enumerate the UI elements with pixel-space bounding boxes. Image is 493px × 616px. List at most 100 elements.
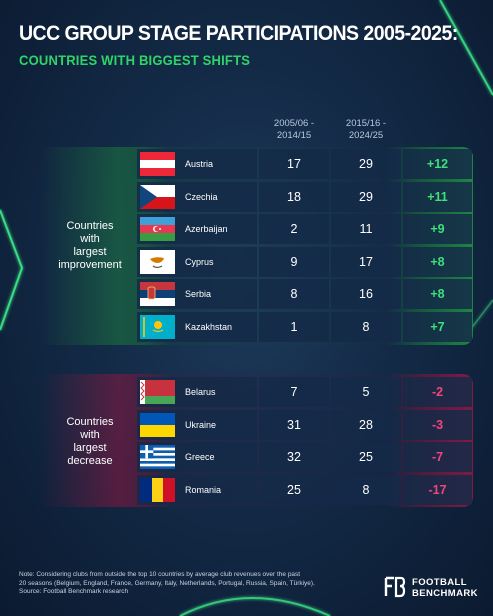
period-a-value: 9 — [290, 254, 298, 269]
period-b-value: 5 — [362, 385, 370, 399]
table-row: Romania 25 8 -17 — [137, 474, 472, 505]
kazakhstan-flag-icon — [140, 315, 175, 339]
group-label-line: with — [80, 233, 100, 245]
change-cell: -2 — [403, 377, 472, 407]
period-b-cell: 8 — [331, 474, 401, 505]
change-value: -7 — [431, 450, 444, 465]
period-b-cell: 28 — [331, 409, 401, 440]
period-a-cell: 17 — [259, 149, 329, 179]
chart-subtitle: COUNTRIES WITH BIGGEST SHIFTS — [19, 52, 251, 68]
country-cell: Romania — [137, 474, 257, 505]
column-header-period-a: 2005/06 - 2014/15 — [259, 118, 329, 142]
country-name: Greece — [185, 452, 215, 463]
country-name: Cyprus — [185, 256, 214, 267]
table-row: Greece 32 25 -7 — [137, 442, 472, 473]
country-cell: Czechia — [137, 181, 257, 212]
football-benchmark-logo-icon — [384, 576, 406, 598]
change-cell: +8 — [403, 279, 472, 310]
country-name: Azerbaijan — [185, 224, 228, 235]
period-b-cell: 16 — [331, 279, 401, 310]
period-b-value: 11 — [359, 222, 373, 237]
period-b-cell: 17 — [331, 246, 401, 277]
period-b-value: 16 — [359, 287, 373, 302]
group-label-line: Countries — [66, 220, 114, 232]
period-a-value: 18 — [287, 189, 301, 204]
brand-line: FOOTBALL — [412, 577, 467, 588]
czechia-flag-icon — [140, 184, 175, 209]
footnote: Note: Considering clubs from outside the… — [19, 571, 319, 597]
table-row: Cyprus 9 17 +8 — [137, 246, 472, 277]
change-value: +7 — [430, 320, 445, 334]
period-a-value: 8 — [290, 287, 298, 302]
table-row: Azerbaijan 2 11 +9 — [137, 214, 472, 245]
period-a-cell: 18 — [259, 181, 329, 212]
change-value: -17 — [428, 482, 447, 497]
column-header-line: 2015/16 - — [345, 118, 387, 129]
period-a-value: 17 — [287, 157, 301, 171]
change-value: -2 — [431, 385, 444, 399]
period-b-value: 8 — [362, 482, 370, 497]
column-header-line: 2014/15 — [276, 130, 312, 141]
serbia-flag-icon — [140, 282, 175, 307]
period-b-cell: 25 — [331, 442, 401, 473]
period-a-value: 1 — [290, 320, 298, 334]
decrease-group-label: Countries with largest decrease — [44, 416, 136, 468]
country-cell: Serbia — [137, 279, 257, 310]
period-a-cell: 31 — [259, 409, 329, 440]
period-a-cell: 8 — [259, 279, 329, 310]
period-a-cell: 32 — [259, 442, 329, 473]
period-a-cell: 9 — [259, 246, 329, 277]
period-b-value: 29 — [359, 157, 373, 171]
chart-title: UCC GROUP STAGE PARTICIPATIONS 2005-2025… — [19, 22, 458, 45]
country-name: Austria — [185, 159, 214, 169]
group-label-line: with — [80, 429, 100, 441]
period-b-cell: 8 — [331, 312, 401, 342]
footnote-line: 20 seasons (Belgium, England, France, Ge… — [19, 579, 315, 587]
period-a-cell: 2 — [259, 214, 329, 245]
country-cell: Kazakhstan — [137, 312, 257, 342]
group-label-line: improvement — [58, 259, 122, 271]
table-row: Austria 17 29 +12 — [137, 149, 472, 179]
change-cell: +12 — [403, 149, 472, 179]
brand-line: BENCHMARK — [412, 588, 478, 599]
footnote-line: Source: Football Benchmark research — [19, 588, 129, 595]
ukraine-flag-icon — [140, 412, 175, 437]
change-value: +8 — [430, 287, 445, 302]
change-value: +12 — [426, 157, 449, 171]
footnote-line: Note: Considering clubs from outside the… — [19, 571, 301, 578]
period-b-cell: 5 — [331, 377, 401, 407]
romania-flag-icon — [140, 477, 175, 502]
country-cell: Belarus — [137, 377, 257, 407]
period-a-value: 7 — [290, 385, 298, 399]
country-cell: Austria — [137, 149, 257, 179]
cyprus-flag-icon — [140, 249, 175, 274]
period-b-value: 25 — [359, 450, 373, 465]
change-value: +11 — [427, 189, 448, 204]
improvement-group-label: Countries with largest improvement — [44, 220, 136, 272]
change-cell: +9 — [403, 214, 472, 245]
period-a-cell: 1 — [259, 312, 329, 342]
table-row: Belarus 7 5 -2 — [137, 377, 472, 407]
change-cell: +7 — [403, 312, 472, 342]
country-cell: Ukraine — [137, 409, 257, 440]
column-header-period-b: 2015/16 - 2024/25 — [331, 118, 401, 142]
period-b-value: 28 — [359, 417, 373, 432]
group-label-line: decrease — [67, 455, 113, 467]
period-a-value: 32 — [287, 450, 301, 465]
change-cell: -3 — [403, 409, 472, 440]
period-a-value: 25 — [287, 482, 301, 497]
period-b-cell: 29 — [331, 149, 401, 179]
table-row: Czechia 18 29 +11 — [137, 181, 472, 212]
country-name: Ukraine — [185, 419, 217, 430]
change-cell: -17 — [403, 474, 472, 505]
change-cell: +8 — [403, 246, 472, 277]
country-name: Kazakhstan — [185, 322, 233, 332]
period-b-value: 29 — [359, 189, 373, 204]
group-label-line: largest — [73, 442, 107, 454]
country-name: Czechia — [185, 191, 218, 202]
country-cell: Greece — [137, 442, 257, 473]
country-name: Serbia — [185, 289, 212, 300]
country-cell: Cyprus — [137, 246, 257, 277]
change-cell: +11 — [403, 181, 472, 212]
change-value: +9 — [430, 222, 445, 237]
